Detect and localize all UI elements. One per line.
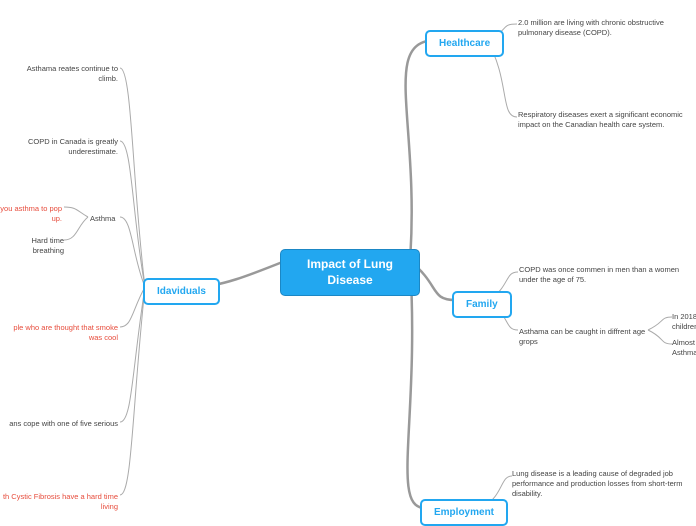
leaf-healthcare-econ: Respiratory diseases exert a significant… — [518, 110, 693, 130]
leaf-family-sub-almost: Almost Asthma — [672, 338, 696, 358]
leaf-indiv-rates: Asthama reates continue to climb. — [18, 64, 118, 84]
branch-individuals[interactable]: Idaviduals — [143, 278, 220, 305]
leaf-indiv-cystic: th Cystic Fibrosis have a hard time livi… — [0, 492, 118, 512]
leaf-employment-perf: Lung disease is a leading cause of degra… — [512, 469, 692, 498]
leaf-indiv-copd-under: COPD in Canada is greatly underestimate. — [0, 137, 118, 157]
leaf-indiv-asthma-breath: Hard time breathing — [4, 236, 64, 256]
root-node[interactable]: Impact of Lung Disease — [280, 249, 420, 296]
branch-employment[interactable]: Employment — [420, 499, 508, 526]
leaf-indiv-asthma-node: Asthma — [90, 214, 115, 224]
leaf-indiv-smoke: ple who are thought that smoke was cool — [0, 323, 118, 343]
leaf-family-sub-2018: In 2018 children — [672, 312, 696, 332]
leaf-healthcare-copd: 2.0 million are living with chronic obst… — [518, 18, 688, 38]
leaf-family-asthma-age: Asthama can be caught in diffrent age gr… — [519, 327, 654, 347]
leaf-family-copd: COPD was once commen in men than a women… — [519, 265, 696, 285]
branch-family[interactable]: Family — [452, 291, 512, 318]
branch-healthcare[interactable]: Healthcare — [425, 30, 504, 57]
leaf-indiv-asthma-pop: you asthma to pop up. — [0, 204, 62, 224]
leaf-indiv-cope: ans cope with one of five serious — [0, 419, 118, 429]
